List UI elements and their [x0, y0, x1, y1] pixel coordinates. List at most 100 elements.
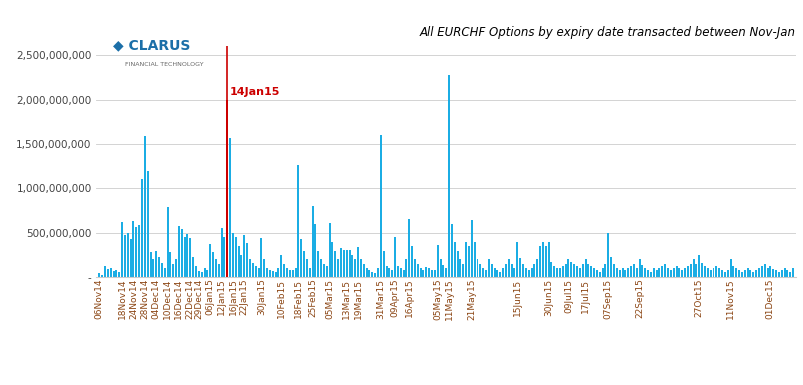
Bar	[365, 268, 367, 277]
Bar	[402, 270, 404, 277]
Text: ◆ CLARUS: ◆ CLARUS	[112, 38, 190, 52]
Bar	[410, 246, 413, 277]
Bar	[717, 268, 719, 277]
Bar	[169, 252, 171, 277]
Bar	[297, 165, 299, 277]
Bar	[434, 270, 435, 277]
Bar	[246, 243, 248, 277]
Bar	[595, 270, 597, 277]
Bar	[723, 272, 725, 277]
Bar	[280, 255, 282, 277]
Bar	[336, 259, 339, 277]
Bar	[439, 259, 441, 277]
Bar	[683, 268, 685, 277]
Bar	[283, 264, 285, 277]
Bar	[275, 272, 276, 277]
Bar	[564, 264, 566, 277]
Bar	[98, 273, 100, 277]
Bar	[277, 268, 279, 277]
Bar	[777, 272, 779, 277]
Bar	[524, 268, 526, 277]
Bar	[300, 239, 302, 277]
Bar	[368, 270, 370, 277]
Bar	[482, 268, 483, 277]
Bar	[601, 268, 603, 277]
Bar	[379, 135, 381, 277]
Bar	[121, 222, 123, 277]
Bar	[587, 264, 589, 277]
Bar	[473, 242, 475, 277]
Bar	[459, 259, 461, 277]
Bar	[734, 268, 736, 277]
Bar	[748, 270, 751, 277]
Bar	[391, 270, 393, 277]
Bar	[371, 272, 373, 277]
Bar	[107, 269, 108, 277]
Bar	[220, 228, 222, 277]
Bar	[499, 272, 500, 277]
Bar	[192, 257, 194, 277]
Bar	[144, 136, 145, 277]
Bar	[641, 265, 642, 277]
Bar	[556, 268, 557, 277]
Bar	[567, 259, 569, 277]
Bar	[547, 242, 549, 277]
Bar	[541, 242, 543, 277]
Bar	[604, 264, 605, 277]
Bar	[680, 270, 683, 277]
Bar	[615, 268, 617, 277]
Bar	[479, 264, 481, 277]
Bar	[752, 272, 753, 277]
Bar	[263, 259, 265, 277]
Bar	[135, 228, 137, 277]
Bar	[501, 268, 503, 277]
Bar	[175, 259, 177, 277]
Bar	[206, 270, 208, 277]
Text: FINANCIAL TECHNOLOGY: FINANCIAL TECHNOLOGY	[124, 62, 203, 67]
Bar	[155, 251, 157, 277]
Bar	[589, 266, 592, 277]
Bar	[340, 248, 341, 277]
Bar	[249, 259, 251, 277]
Bar	[377, 268, 378, 277]
Bar	[251, 263, 254, 277]
Bar	[785, 270, 788, 277]
Bar	[243, 234, 245, 277]
Bar	[226, 99, 228, 277]
Bar	[569, 262, 572, 277]
Bar	[141, 179, 143, 277]
Bar	[382, 251, 384, 277]
Bar	[700, 263, 703, 277]
Bar	[558, 268, 560, 277]
Bar	[328, 223, 330, 277]
Bar	[621, 268, 623, 277]
Bar	[238, 246, 239, 277]
Bar	[101, 275, 103, 277]
Bar	[183, 237, 185, 277]
Bar	[450, 224, 452, 277]
Bar	[146, 171, 149, 277]
Bar	[317, 251, 319, 277]
Bar	[351, 255, 353, 277]
Bar	[652, 268, 654, 277]
Bar	[507, 259, 509, 277]
Bar	[504, 264, 507, 277]
Bar	[678, 268, 679, 277]
Bar	[510, 264, 512, 277]
Bar	[303, 251, 304, 277]
Bar	[663, 264, 666, 277]
Bar	[561, 266, 563, 277]
Bar	[743, 270, 745, 277]
Bar	[399, 268, 402, 277]
Bar	[388, 268, 390, 277]
Bar	[422, 270, 424, 277]
Bar	[661, 266, 662, 277]
Bar	[271, 271, 274, 277]
Bar	[177, 226, 180, 277]
Bar	[268, 270, 271, 277]
Bar	[465, 242, 467, 277]
Bar	[691, 259, 694, 277]
Bar	[255, 266, 256, 277]
Bar	[257, 268, 259, 277]
Bar	[666, 268, 668, 277]
